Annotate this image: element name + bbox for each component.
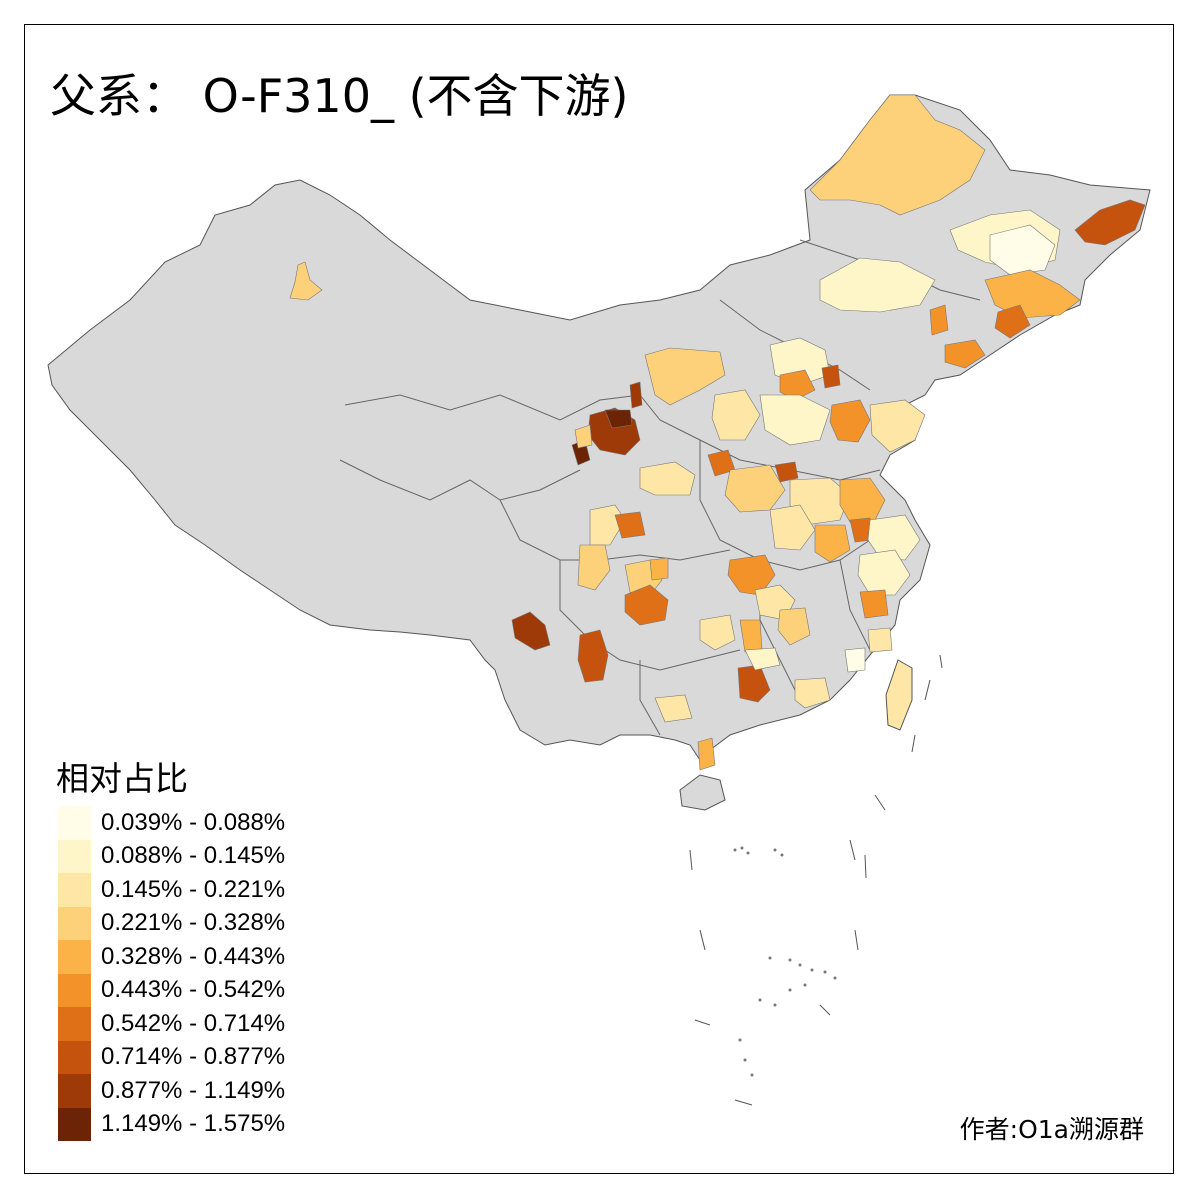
legend-item: 0.542% - 0.714% — [58, 1007, 285, 1041]
hainan-island — [679, 774, 726, 811]
map-frame — [24, 24, 1174, 1174]
legend-label: 0.145% - 0.221% — [101, 875, 286, 903]
legend-item: 0.221% - 0.328% — [58, 906, 286, 940]
legend: 0.039% - 0.088% 0.088% - 0.145% 0.145% -… — [58, 806, 285, 1141]
legend-swatch — [58, 1074, 91, 1108]
legend-swatch — [58, 940, 91, 974]
legend-item: 0.145% - 0.221% — [58, 873, 285, 907]
legend-label: 0.443% - 0.542% — [101, 976, 286, 1004]
legend-label: 0.039% - 0.088% — [101, 808, 286, 836]
legend-swatch — [58, 806, 91, 840]
legend-item: 0.443% - 0.542% — [58, 973, 286, 1007]
legend-item: 0.714% - 0.877% — [58, 1040, 286, 1074]
legend-label: 0.328% - 0.443% — [101, 942, 286, 970]
legend-swatch — [58, 973, 91, 1007]
south-sea-islands — [689, 654, 943, 1106]
legend-swatch — [58, 906, 91, 940]
legend-title: 相对占比 — [56, 759, 188, 798]
legend-swatch — [58, 1007, 91, 1041]
legend-item: 0.088% - 0.145% — [58, 839, 286, 873]
legend-swatch — [58, 1107, 91, 1141]
legend-item: 0.877% - 1.149% — [58, 1074, 285, 1108]
legend-label: 0.221% - 0.328% — [101, 909, 286, 937]
region-fills — [289, 94, 1146, 771]
legend-label: 0.877% - 1.149% — [101, 1076, 286, 1104]
island-dots — [733, 846, 837, 1077]
province-borders — [339, 239, 981, 736]
legend-item: 0.328% - 0.443% — [58, 940, 285, 974]
legend-label: 0.542% - 0.714% — [101, 1009, 286, 1037]
author-credit: 作者:O1a溯源群 — [959, 1115, 1144, 1144]
taiwan-island — [885, 659, 913, 731]
legend-swatch — [58, 839, 91, 873]
legend-item: 0.039% - 0.088% — [58, 806, 285, 840]
legend-label: 0.714% - 0.877% — [101, 1043, 286, 1071]
legend-swatch — [58, 873, 91, 907]
map-title: 父系： O-F310_ (不含下游) — [50, 69, 629, 123]
legend-label: 1.149% - 1.575% — [101, 1110, 286, 1138]
legend-item: 1.149% - 1.575% — [58, 1107, 286, 1141]
legend-swatch — [58, 1040, 91, 1074]
legend-label: 0.088% - 0.145% — [101, 842, 286, 870]
